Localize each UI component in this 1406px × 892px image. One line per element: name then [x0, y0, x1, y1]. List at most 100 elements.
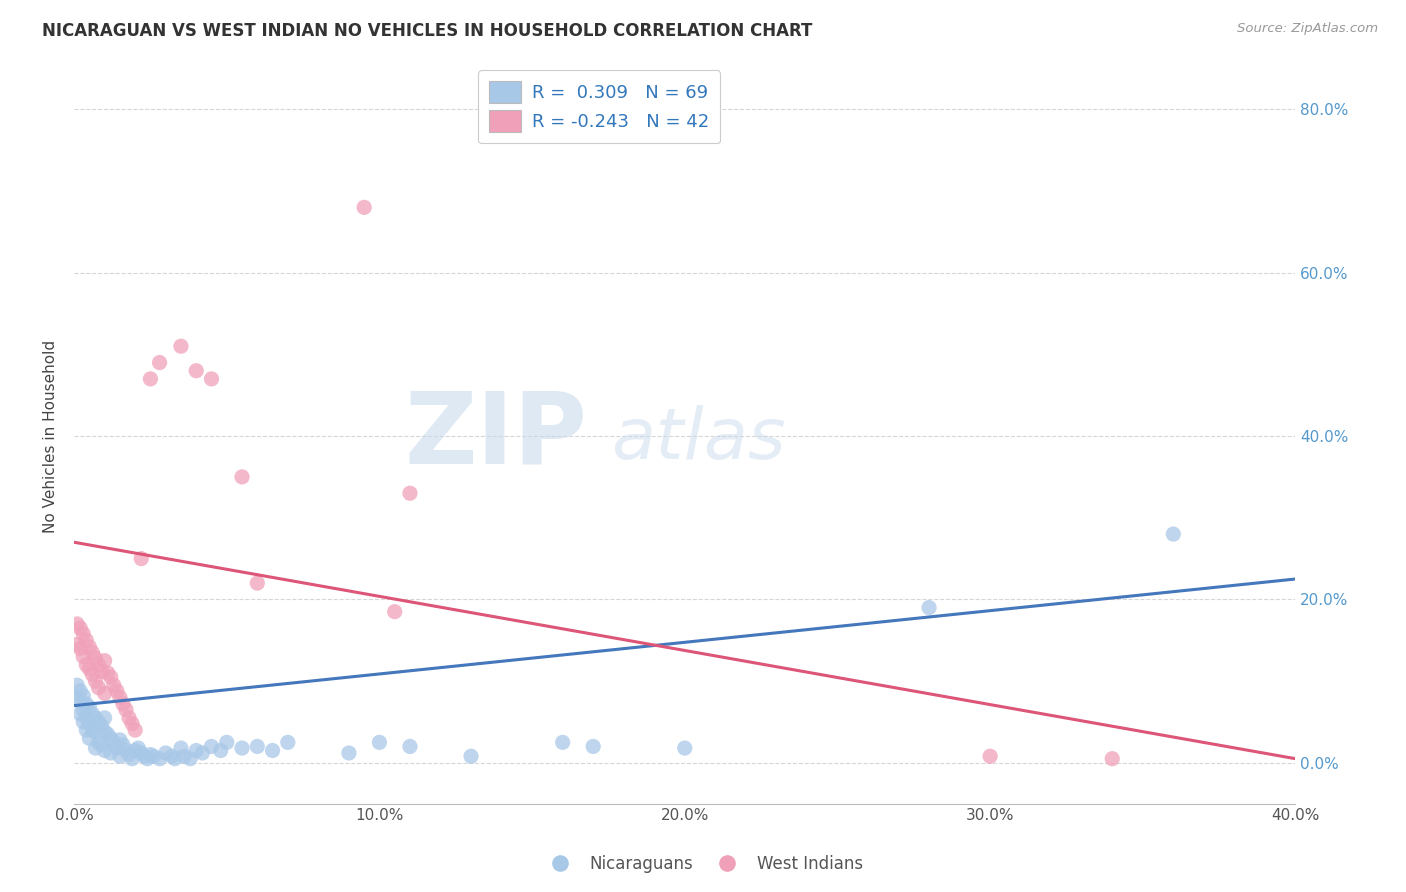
- Point: [72, 689, 94, 703]
- Point: [66, 637, 89, 651]
- Point: [353, 200, 375, 214]
- Point: [1101, 752, 1123, 766]
- Point: [93, 686, 115, 700]
- Text: atlas: atlas: [612, 405, 786, 475]
- Point: [108, 749, 131, 764]
- Point: [368, 735, 391, 749]
- Point: [111, 697, 134, 711]
- Point: [82, 706, 104, 721]
- Point: [170, 339, 193, 353]
- Point: [134, 749, 156, 764]
- Point: [79, 640, 101, 654]
- Point: [551, 735, 574, 749]
- Point: [93, 743, 115, 757]
- Point: [1163, 527, 1185, 541]
- Point: [66, 678, 89, 692]
- Point: [337, 746, 360, 760]
- Point: [105, 684, 128, 698]
- Point: [399, 486, 422, 500]
- Point: [97, 665, 120, 680]
- Point: [105, 741, 128, 756]
- Point: [66, 616, 89, 631]
- Legend: Nicaraguans, West Indians: Nicaraguans, West Indians: [537, 848, 869, 880]
- Point: [90, 665, 112, 679]
- Point: [108, 732, 131, 747]
- Point: [246, 576, 269, 591]
- Point: [72, 649, 94, 664]
- Point: [139, 747, 162, 762]
- Point: [277, 735, 299, 749]
- Point: [215, 735, 238, 749]
- Point: [191, 746, 214, 760]
- Point: [149, 355, 172, 369]
- Point: [170, 741, 193, 756]
- Y-axis label: No Vehicles in Household: No Vehicles in Household: [44, 340, 58, 533]
- Point: [66, 690, 89, 705]
- Point: [231, 741, 253, 756]
- Point: [84, 711, 107, 725]
- Point: [87, 681, 110, 695]
- Point: [129, 746, 152, 760]
- Point: [136, 752, 159, 766]
- Point: [93, 711, 115, 725]
- Point: [82, 667, 104, 681]
- Point: [118, 747, 141, 762]
- Point: [72, 703, 94, 717]
- Point: [69, 706, 91, 721]
- Point: [979, 749, 1001, 764]
- Point: [115, 743, 138, 757]
- Point: [69, 684, 91, 698]
- Point: [84, 674, 107, 689]
- Point: [84, 724, 107, 739]
- Point: [160, 749, 183, 764]
- Point: [82, 646, 104, 660]
- Point: [115, 703, 138, 717]
- Point: [139, 372, 162, 386]
- Legend: R =  0.309   N = 69, R = -0.243   N = 42: R = 0.309 N = 69, R = -0.243 N = 42: [478, 70, 720, 143]
- Point: [173, 749, 195, 764]
- Point: [127, 741, 149, 756]
- Point: [108, 690, 131, 705]
- Point: [79, 716, 101, 731]
- Point: [118, 711, 141, 725]
- Point: [100, 670, 122, 684]
- Point: [97, 727, 120, 741]
- Point: [100, 746, 122, 760]
- Point: [79, 662, 101, 676]
- Point: [87, 657, 110, 672]
- Point: [673, 741, 696, 756]
- Point: [460, 749, 482, 764]
- Point: [149, 752, 172, 766]
- Point: [79, 700, 101, 714]
- Point: [918, 600, 941, 615]
- Point: [200, 372, 222, 386]
- Point: [262, 743, 284, 757]
- Point: [582, 739, 605, 754]
- Text: ZIP: ZIP: [404, 387, 588, 484]
- Point: [121, 752, 143, 766]
- Text: NICARAGUAN VS WEST INDIAN NO VEHICLES IN HOUSEHOLD CORRELATION CHART: NICARAGUAN VS WEST INDIAN NO VEHICLES IN…: [42, 22, 813, 40]
- Point: [93, 724, 115, 739]
- Point: [246, 739, 269, 754]
- Point: [209, 743, 232, 757]
- Point: [200, 739, 222, 754]
- Point: [84, 651, 107, 665]
- Point: [186, 364, 208, 378]
- Point: [90, 719, 112, 733]
- Point: [103, 678, 125, 692]
- Point: [75, 657, 97, 672]
- Point: [100, 731, 122, 746]
- Point: [124, 723, 146, 738]
- Point: [75, 633, 97, 648]
- Point: [69, 621, 91, 635]
- Point: [87, 714, 110, 729]
- Point: [75, 723, 97, 738]
- Point: [79, 731, 101, 746]
- Point: [163, 752, 186, 766]
- Point: [111, 738, 134, 752]
- Point: [72, 714, 94, 729]
- Point: [84, 741, 107, 756]
- Point: [69, 641, 91, 656]
- Point: [155, 746, 177, 760]
- Point: [93, 654, 115, 668]
